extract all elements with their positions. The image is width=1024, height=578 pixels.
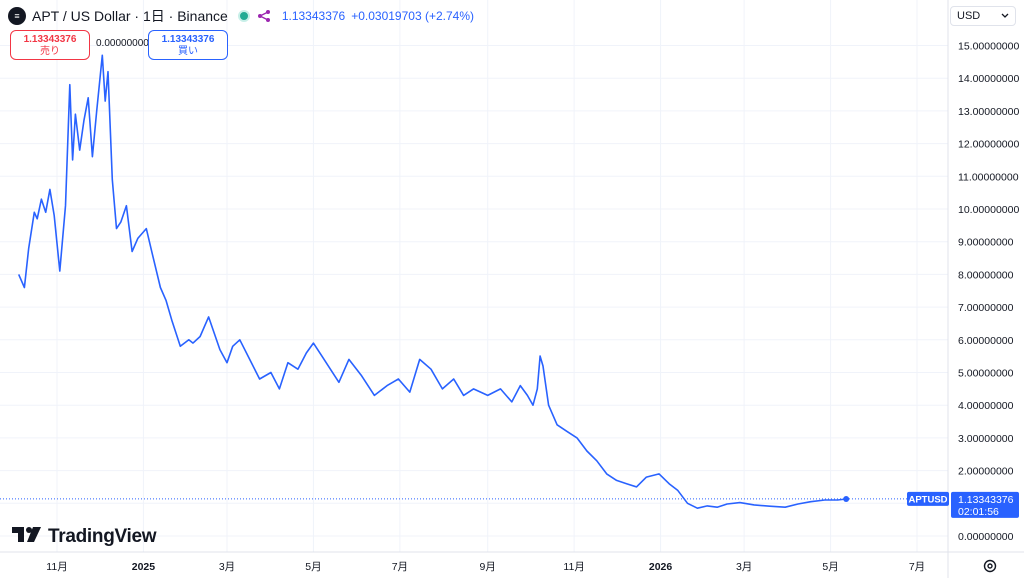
- y-tick-label: 9.00000000: [958, 237, 1014, 249]
- symbol-tag: APTUSD: [908, 494, 947, 505]
- logo-text: TradingView: [48, 525, 157, 547]
- price-tag-value: 1.13343376: [958, 494, 1014, 506]
- x-tick-label: 11月: [46, 561, 67, 573]
- x-tick-label: 11月: [563, 561, 584, 573]
- y-tick-label: 11.00000000: [958, 171, 1019, 183]
- legend-price: 1.13343376: [281, 9, 346, 23]
- x-tick-label: 5月: [305, 561, 321, 573]
- x-tick-label: 3月: [736, 561, 752, 573]
- y-tick-label: 3.00000000: [958, 433, 1014, 445]
- gear-icon[interactable]: [982, 558, 998, 574]
- buy-label: 買い: [178, 46, 198, 57]
- x-tick-label: 2025: [132, 561, 156, 573]
- x-tick-label: 7月: [392, 561, 408, 573]
- grid-layer: [0, 0, 948, 552]
- y-tick-label: 2.00000000: [958, 466, 1014, 478]
- aptos-logo-icon[interactable]: ≡: [8, 7, 26, 25]
- y-tick-label: 14.00000000: [958, 73, 1019, 85]
- x-tick-label: 9月: [480, 561, 496, 573]
- symbol-tag-bg: [907, 491, 949, 506]
- share-icon[interactable]: [256, 8, 272, 24]
- price-line[interactable]: [17, 54, 847, 510]
- y-tick-label: 0.00000000: [958, 531, 1014, 543]
- y-tick-label: 7.00000000: [958, 302, 1014, 314]
- y-tick-label: 12.00000000: [958, 139, 1019, 151]
- tradingview-logo-icon: [12, 525, 42, 548]
- y-tick-label: 13.00000000: [958, 106, 1019, 118]
- legend-change: +0.03019703 (+2.74%): [351, 9, 474, 23]
- y-tick-label: 10.00000000: [958, 204, 1019, 216]
- sell-button[interactable]: 1.13343376 売り: [10, 30, 90, 60]
- currency-select[interactable]: USD: [950, 6, 1016, 26]
- currency-label: USD: [957, 10, 981, 22]
- x-tick-label: 2026: [649, 561, 673, 573]
- y-tick-label: 5.00000000: [958, 368, 1014, 380]
- y-tick-label: 8.00000000: [958, 269, 1014, 281]
- symbol-title[interactable]: APT / US Dollar · 1日 · Binance: [32, 8, 228, 24]
- spread-value: 0.00000000: [96, 38, 149, 49]
- y-tick-label: 4.00000000: [958, 400, 1014, 412]
- market-open-dot-icon: [237, 10, 250, 22]
- y-tick-label: 6.00000000: [958, 335, 1014, 347]
- sell-price: 1.13343376: [23, 34, 77, 45]
- sell-label: 売り: [40, 46, 60, 57]
- buy-price: 1.13343376: [161, 34, 215, 45]
- chart-legend: ≡ APT / US Dollar · 1日 · Binance 1.13343…: [8, 6, 474, 26]
- buy-button[interactable]: 1.13343376 買い: [148, 30, 228, 60]
- price-tag-countdown: 02:01:56: [958, 506, 999, 518]
- chevron-down-icon: [1001, 10, 1009, 22]
- price-tag-bg: [951, 491, 1019, 518]
- y-tick-label: 15.00000000: [958, 41, 1019, 53]
- tradingview-logo[interactable]: TradingView: [12, 525, 157, 548]
- x-tick-label: 5月: [822, 561, 838, 573]
- x-tick-label: 7月: [909, 561, 925, 573]
- x-tick-label: 3月: [219, 561, 235, 573]
